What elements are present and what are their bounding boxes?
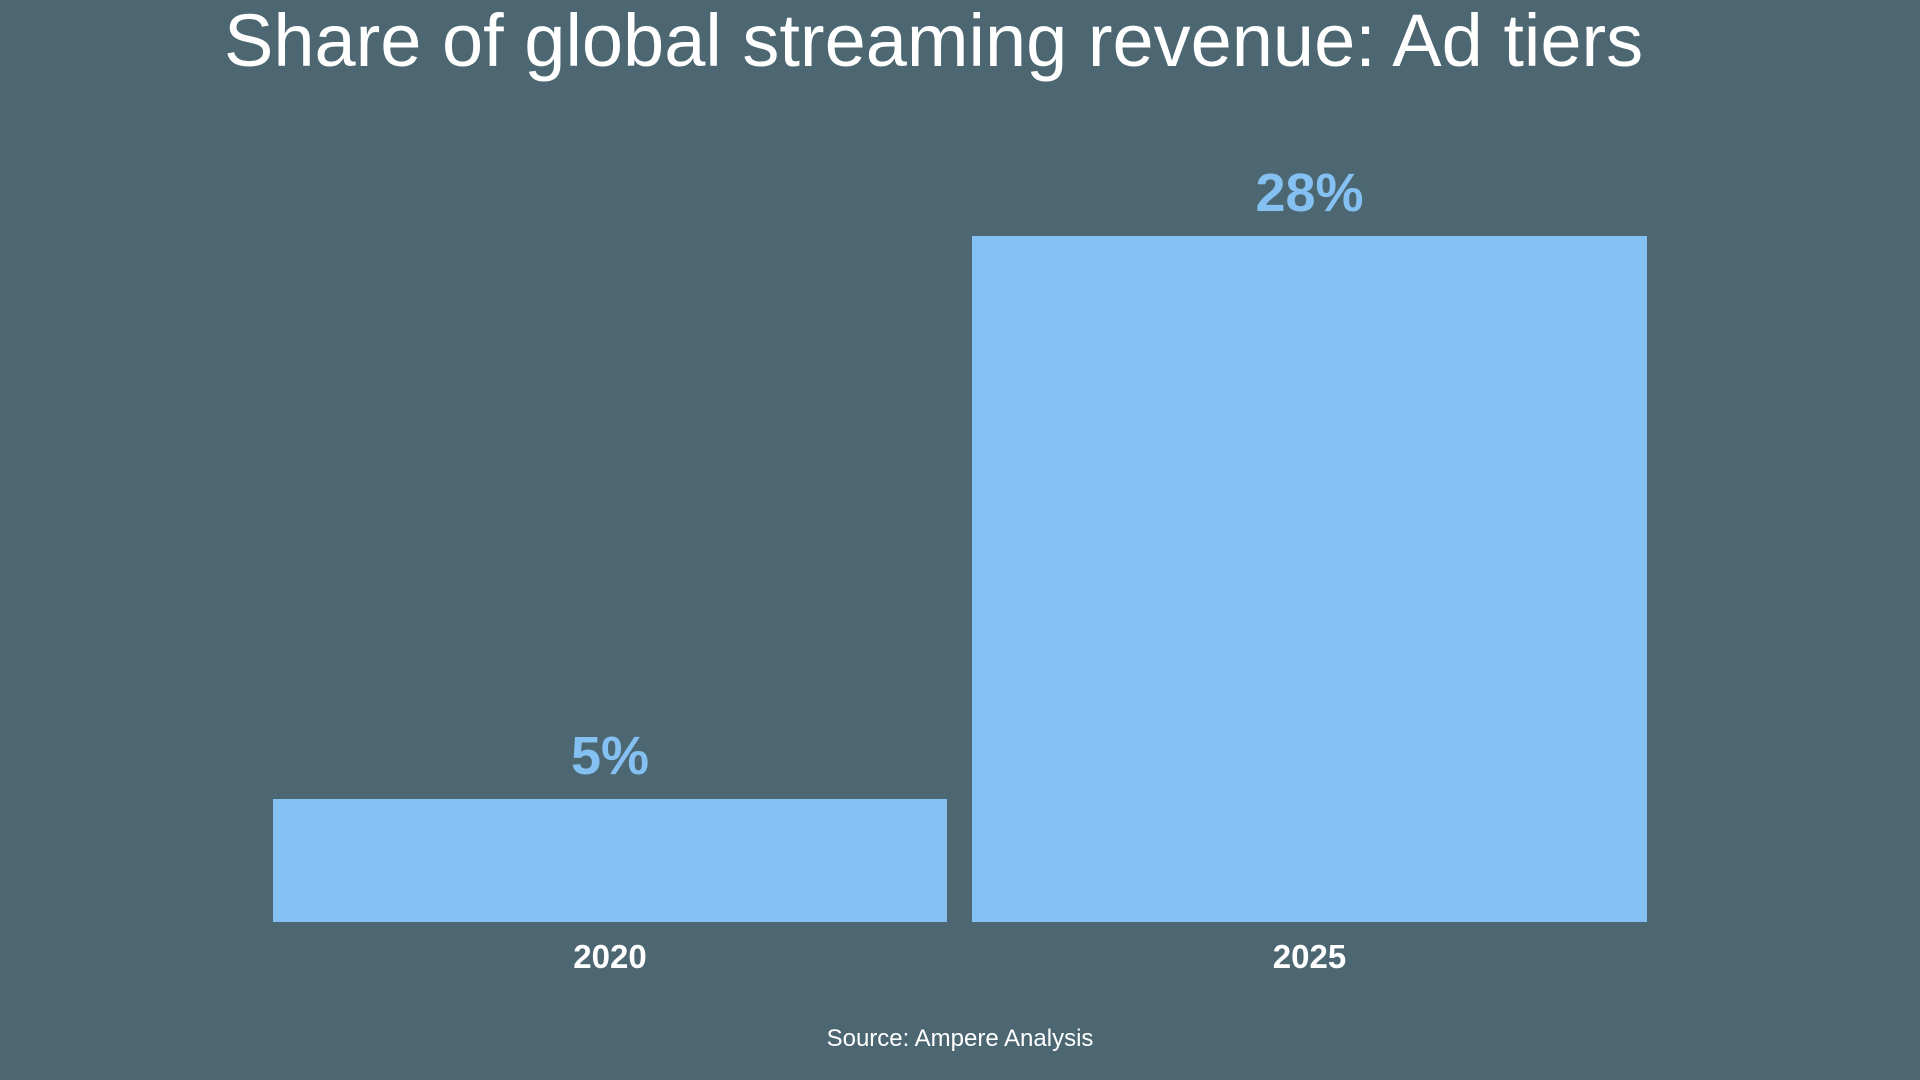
x-axis-label-2020: 2020 [573, 938, 647, 975]
bar-2025 [972, 236, 1647, 922]
chart-title: Share of global streaming revenue: Ad ti… [224, 0, 1644, 82]
bar-2020 [273, 799, 947, 922]
x-axis-label-2025: 2025 [1272, 938, 1347, 975]
bar-group-2020: 5% [273, 729, 947, 922]
source-credit: Source: Ampere Analysis [826, 1025, 1094, 1052]
value-label-2020: 5% [570, 726, 650, 786]
bar-group-2025: 28% [972, 166, 1647, 922]
value-label-2025: 28% [1255, 163, 1364, 223]
